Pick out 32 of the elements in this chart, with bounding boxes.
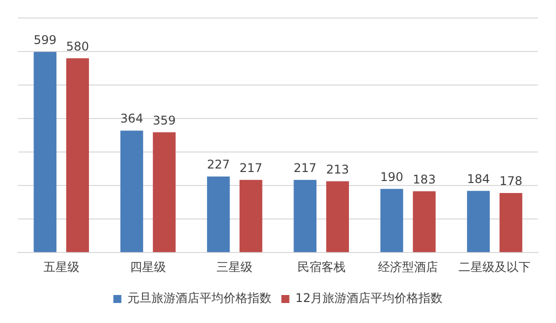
x-tick-label: 五星级 — [43, 260, 80, 274]
legend-label: 12月旅游酒店平均价格指数 — [295, 291, 443, 306]
bar — [152, 132, 176, 252]
data-label: 599 — [34, 32, 57, 47]
bar — [412, 191, 436, 252]
bar — [240, 180, 262, 252]
data-label: 359 — [152, 113, 176, 128]
legend-label: 元旦旅游酒店平均价格指数 — [127, 291, 272, 306]
data-label: 227 — [206, 158, 230, 172]
bar — [34, 52, 56, 252]
data-label: 184 — [466, 172, 490, 186]
data-label: 580 — [66, 39, 90, 54]
data-label: 213 — [326, 162, 350, 176]
x-tick-label: 三星级 — [216, 260, 253, 274]
data-label: 183 — [412, 172, 436, 186]
x-tick-label: 经济型酒店 — [378, 260, 438, 274]
bar — [294, 180, 316, 252]
data-label: 217 — [239, 161, 262, 175]
x-tick-label: 二星级及以下 — [458, 260, 531, 274]
data-label: 364 — [120, 112, 144, 126]
data-label: 190 — [380, 170, 404, 184]
bar — [207, 176, 230, 252]
bar — [326, 181, 349, 252]
data-label: 178 — [499, 174, 522, 188]
bar — [500, 192, 522, 252]
data-label: 217 — [294, 161, 317, 175]
bar — [120, 130, 144, 252]
x-tick-label: 民宿客栈 — [297, 260, 346, 274]
x-tick-label: 四星级 — [130, 260, 166, 274]
bar — [66, 58, 89, 252]
bar — [380, 188, 404, 252]
bar — [467, 190, 490, 252]
